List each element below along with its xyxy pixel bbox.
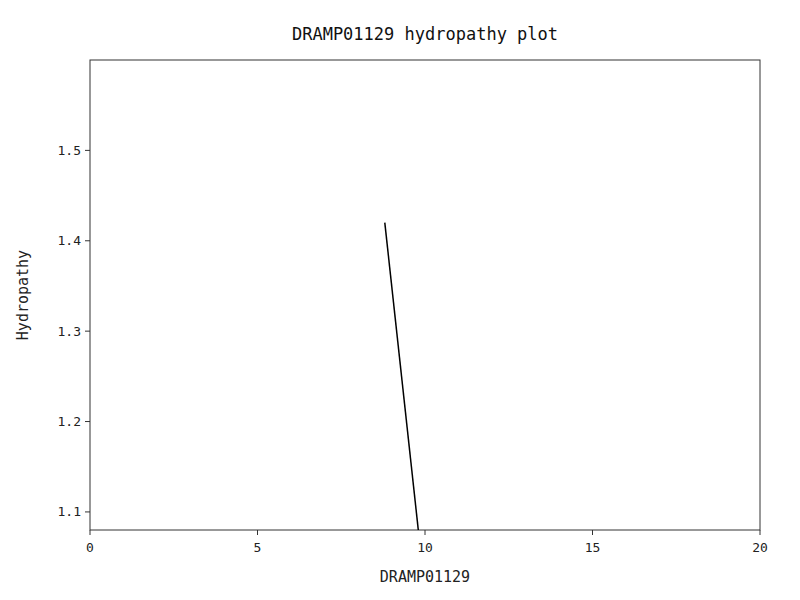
background <box>0 0 800 600</box>
y-tick-label: 1.2 <box>58 414 81 429</box>
x-tick <box>592 530 593 535</box>
x-tick <box>760 530 761 535</box>
x-tick-label: 5 <box>254 540 262 555</box>
y-tick <box>85 421 90 422</box>
x-tick-label: 0 <box>86 540 94 555</box>
x-axis-label: DRAMP01129 <box>380 568 470 586</box>
x-tick-label: 15 <box>585 540 601 555</box>
y-tick-label: 1.4 <box>58 233 82 248</box>
x-tick <box>425 530 426 535</box>
plot-frame <box>90 60 760 530</box>
y-tick-label: 1.1 <box>58 504 81 519</box>
x-tick <box>257 530 258 535</box>
y-tick <box>85 150 90 151</box>
y-tick <box>85 240 90 241</box>
y-tick <box>85 331 90 332</box>
plot-area <box>385 223 419 530</box>
y-tick-label: 1.3 <box>58 324 81 339</box>
y-tick-label: 1.5 <box>58 143 81 158</box>
title: DRAMP01129 hydropathy plot <box>292 24 558 44</box>
y-axis: 1.1 1.2 1.3 1.4 1.5 <box>58 143 90 520</box>
data-line <box>385 223 419 530</box>
x-tick <box>90 530 91 535</box>
y-axis-label: Hydropathy <box>14 250 32 340</box>
x-tick-label: 10 <box>417 540 433 555</box>
x-axis: 0 5 10 15 20 <box>86 530 768 555</box>
chart-container: 0 5 10 15 20 1.1 1.2 1.3 1.4 1.5 DRAMP01129 hydrop… <box>0 0 800 600</box>
chart: 0 5 10 15 20 1.1 1.2 1.3 1.4 1.5 DRAMP01129 hydrop… <box>0 0 800 600</box>
y-tick <box>85 511 90 512</box>
x-tick-label: 20 <box>752 540 768 555</box>
